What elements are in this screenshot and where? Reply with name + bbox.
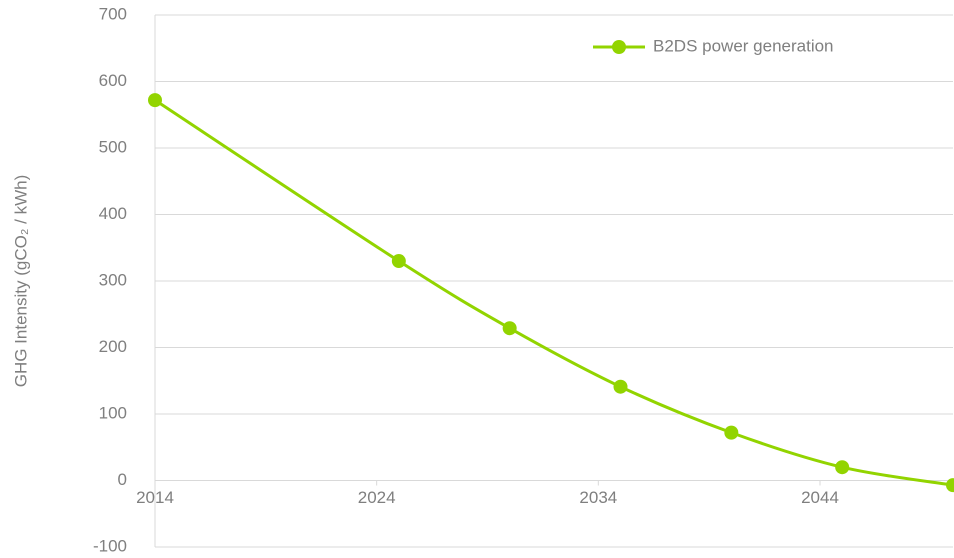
y-tick-label: 500: [99, 137, 127, 156]
x-tick-label: 2044: [801, 488, 839, 507]
y-tick-label: 300: [99, 270, 127, 289]
y-tick-label: 400: [99, 204, 127, 223]
x-tick-label: 2034: [579, 488, 617, 507]
y-tick-label: 0: [118, 470, 127, 489]
marker: [835, 460, 850, 475]
marker: [946, 478, 954, 493]
line: [154, 98, 954, 487]
x-tick-label: 2014: [136, 488, 174, 507]
marker: [391, 254, 406, 269]
y-tick-label: 700: [99, 4, 127, 23]
marker: [724, 425, 739, 440]
x-tick-label: 2024: [358, 488, 396, 507]
y-tick-label: 100: [99, 403, 127, 422]
marker: [613, 379, 628, 394]
y-tick-label: 200: [99, 337, 127, 356]
legend-label: B2DS power generation: [653, 36, 834, 55]
legend-marker: [612, 40, 626, 54]
y-tick-label: 600: [99, 71, 127, 90]
y-tick-label: -100: [93, 536, 127, 555]
marker: [502, 321, 517, 336]
y-axis-label: GHG Intensity (gCO₂ / kWh): [11, 175, 30, 388]
marker: [148, 93, 162, 108]
